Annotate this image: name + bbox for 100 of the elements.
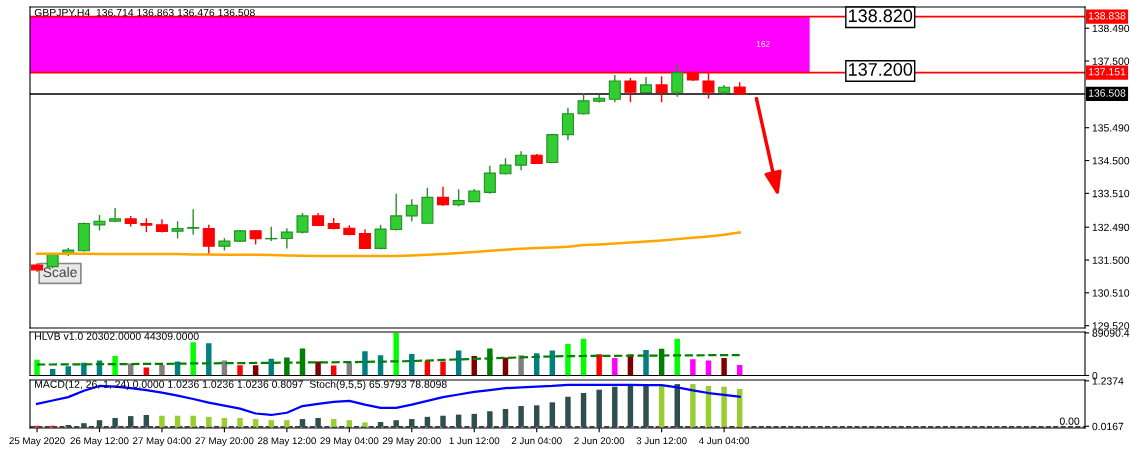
y-tick-label: 132.490 bbox=[1092, 223, 1130, 232]
bar bbox=[643, 384, 649, 427]
bar bbox=[221, 417, 228, 427]
y-tick-label: 138.490 bbox=[1092, 24, 1130, 33]
bar bbox=[377, 422, 384, 427]
candlestick bbox=[187, 208, 200, 236]
y-tick-label: 129.520 bbox=[1092, 322, 1130, 330]
bar bbox=[143, 414, 150, 427]
candlestick bbox=[109, 207, 122, 223]
x-tick-label: 28 May 12:00 bbox=[257, 437, 316, 447]
candlestick bbox=[437, 186, 450, 207]
bar bbox=[81, 362, 87, 376]
bar bbox=[190, 415, 196, 427]
x-tick-label: 29 May 20:00 bbox=[382, 437, 441, 447]
candlestick bbox=[374, 224, 387, 251]
bar bbox=[362, 422, 368, 427]
bar bbox=[237, 417, 243, 427]
annotation: Scale bbox=[43, 266, 77, 278]
bar bbox=[533, 405, 540, 427]
x-tick-label: 3 Jun 12:00 bbox=[636, 437, 687, 445]
bar bbox=[612, 358, 618, 376]
bar bbox=[721, 358, 727, 376]
bar bbox=[190, 342, 196, 376]
candlestick bbox=[655, 75, 668, 103]
bar bbox=[362, 351, 368, 376]
bar bbox=[112, 417, 118, 427]
candlestick bbox=[671, 64, 684, 98]
bar bbox=[159, 415, 165, 427]
y-tick-label: 89090.4 bbox=[1092, 329, 1130, 337]
ref-line-label: 0.00 bbox=[1059, 417, 1080, 425]
x-tick-label: 27 May 04:00 bbox=[132, 437, 192, 447]
ref-line-label: 136.508 bbox=[1088, 89, 1126, 97]
bar bbox=[518, 406, 524, 427]
annotation: 138.820 bbox=[849, 9, 913, 23]
bar bbox=[440, 361, 446, 376]
candlestick bbox=[561, 107, 574, 142]
y-tick-label: 133.510 bbox=[1092, 189, 1130, 198]
bar bbox=[252, 419, 259, 427]
candlestick bbox=[390, 193, 403, 232]
y-tick-label: 130.510 bbox=[1092, 289, 1130, 297]
ref-line-label: 138.838 bbox=[1088, 12, 1126, 20]
bar bbox=[690, 359, 696, 376]
bar bbox=[518, 355, 524, 376]
candlestick bbox=[608, 74, 621, 103]
bar bbox=[96, 420, 103, 427]
bar bbox=[174, 415, 181, 427]
bar bbox=[471, 413, 477, 427]
bar bbox=[409, 419, 415, 427]
x-tick-label: 2 Jun 20:00 bbox=[574, 437, 625, 445]
bar bbox=[112, 356, 118, 376]
y-tick-label: 131.500 bbox=[1092, 256, 1130, 264]
bar bbox=[206, 416, 212, 427]
bar bbox=[346, 420, 353, 427]
x-tick-label: 26 May 12:00 bbox=[70, 437, 129, 447]
x-tick-label: 2 Jun 04:00 bbox=[511, 437, 562, 445]
candlestick bbox=[405, 198, 418, 222]
candlestick bbox=[624, 77, 637, 103]
x-tick-label: 27 May 20:00 bbox=[195, 437, 254, 447]
bar bbox=[143, 367, 150, 376]
bar bbox=[612, 386, 618, 427]
ref-line-label: 137.151 bbox=[1088, 68, 1126, 76]
bar bbox=[565, 396, 571, 427]
x-tick-label: 1 Jun 12:00 bbox=[449, 437, 500, 445]
bar bbox=[284, 420, 290, 427]
bar bbox=[455, 414, 462, 427]
candlestick bbox=[483, 165, 496, 195]
bar bbox=[580, 393, 587, 427]
bar bbox=[206, 343, 212, 376]
bar bbox=[424, 416, 431, 427]
y-tick-label: 137.500 bbox=[1092, 57, 1130, 65]
bar bbox=[315, 417, 321, 427]
bar bbox=[393, 420, 399, 427]
band-label: 162 bbox=[756, 40, 770, 47]
bar bbox=[487, 411, 493, 427]
bar bbox=[299, 419, 306, 427]
bar bbox=[127, 416, 134, 427]
bar bbox=[596, 389, 602, 427]
bar bbox=[721, 386, 727, 427]
bar bbox=[409, 353, 415, 376]
candlestick bbox=[515, 150, 528, 171]
x-tick-label: 25 May 2020 bbox=[9, 437, 65, 447]
bar bbox=[268, 420, 274, 427]
bar bbox=[237, 365, 243, 376]
bar bbox=[596, 354, 602, 376]
y-tick-label: 135.490 bbox=[1092, 124, 1130, 132]
bar bbox=[440, 415, 446, 427]
bar bbox=[34, 359, 40, 376]
bar bbox=[330, 419, 337, 427]
annotation: 137.200 bbox=[849, 63, 913, 76]
x-tick-label: 4 Jun 04:00 bbox=[698, 437, 750, 445]
bar bbox=[159, 364, 165, 376]
line-series bbox=[35, 231, 741, 258]
y-tick-label: 0.0167 bbox=[1092, 422, 1124, 431]
bar bbox=[705, 360, 712, 376]
bar bbox=[565, 344, 571, 376]
bar bbox=[81, 423, 87, 427]
bar bbox=[65, 366, 71, 376]
candlestick bbox=[202, 224, 215, 256]
chart-title: HLVB v1.0 20302.0000 44309.0000 bbox=[35, 332, 199, 340]
bar bbox=[690, 384, 696, 427]
